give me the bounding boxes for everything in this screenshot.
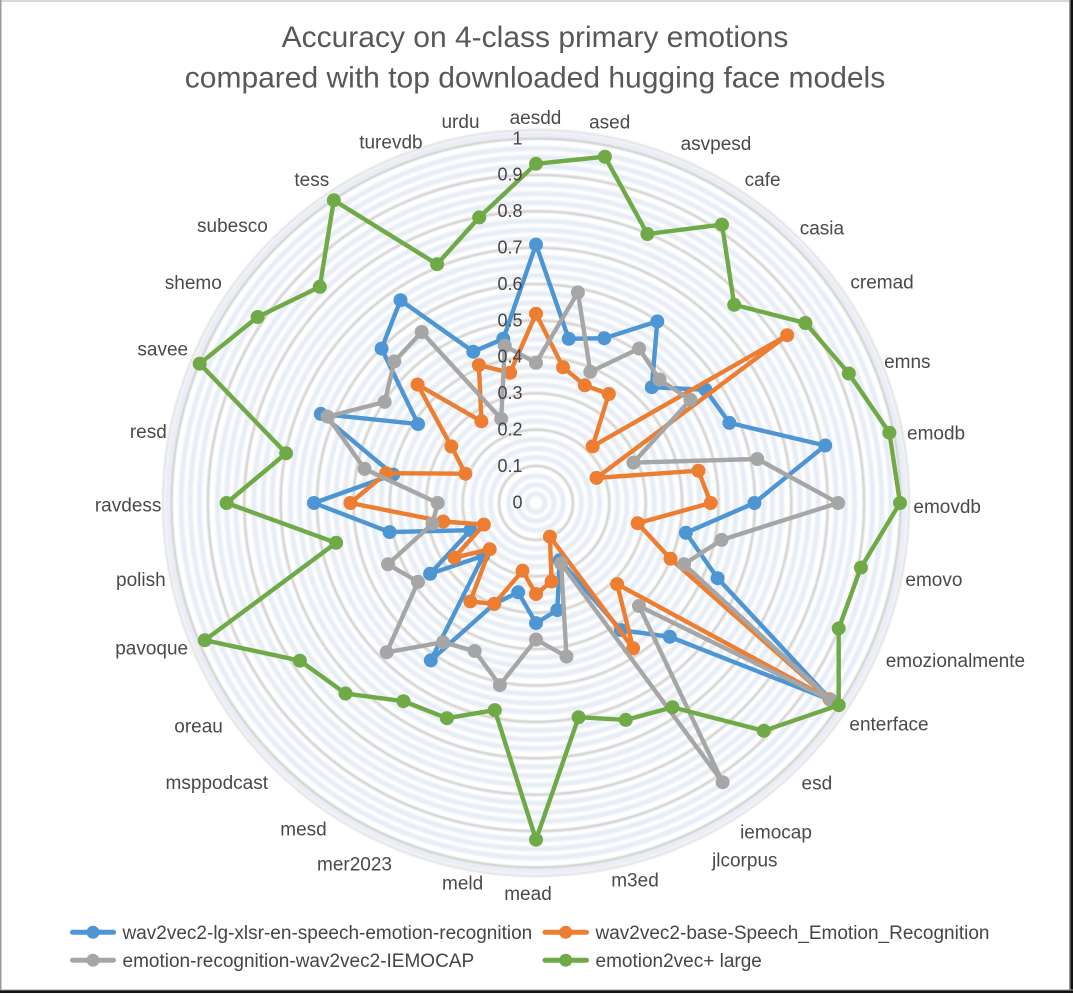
svg-text:shemo: shemo	[165, 273, 222, 294]
svg-text:oreau: oreau	[174, 716, 223, 737]
svg-text:Accuracy on 4-class primary em: Accuracy on 4-class primary emotions	[282, 21, 789, 54]
svg-text:m3ed: m3ed	[611, 871, 659, 892]
svg-text:compared with top downloaded h: compared with top downloaded hugging fac…	[185, 62, 885, 95]
svg-text:0.2: 0.2	[497, 420, 522, 440]
svg-text:urdu: urdu	[441, 112, 479, 133]
svg-text:esd: esd	[802, 773, 833, 794]
svg-text:enterface: enterface	[849, 714, 928, 735]
svg-text:0.4: 0.4	[497, 347, 522, 367]
svg-text:emovdb: emovdb	[913, 497, 981, 518]
svg-text:0: 0	[512, 492, 522, 512]
svg-text:pavoque: pavoque	[115, 638, 188, 659]
svg-text:0.6: 0.6	[497, 274, 522, 294]
svg-text:mer2023: mer2023	[317, 855, 392, 876]
svg-text:subesco: subesco	[197, 216, 268, 237]
svg-text:mesd: mesd	[280, 820, 326, 841]
svg-text:aesdd: aesdd	[510, 108, 562, 129]
svg-text:savee: savee	[137, 339, 188, 360]
svg-text:emovo: emovo	[905, 570, 962, 591]
svg-text:polish: polish	[116, 570, 166, 591]
svg-text:emotion-recognition-wav2vec2-I: emotion-recognition-wav2vec2-IEMOCAP	[123, 951, 475, 972]
svg-text:msppodcast: msppodcast	[166, 773, 269, 794]
svg-text:emns: emns	[884, 352, 930, 373]
svg-text:resd: resd	[130, 422, 167, 443]
svg-text:wav2vec2-base-Speech_Emotion_R: wav2vec2-base-Speech_Emotion_Recognition	[595, 923, 990, 944]
svg-text:emozionalmente: emozionalmente	[886, 651, 1025, 672]
svg-text:0.9: 0.9	[497, 165, 522, 185]
svg-text:iemocap: iemocap	[740, 823, 812, 844]
svg-text:tess: tess	[294, 170, 329, 191]
svg-text:1: 1	[512, 128, 522, 148]
svg-text:mead: mead	[504, 884, 552, 905]
svg-text:0.1: 0.1	[497, 456, 522, 476]
svg-text:meld: meld	[442, 873, 483, 894]
svg-text:cafe: cafe	[745, 170, 781, 191]
svg-text:jlcorpus: jlcorpus	[711, 850, 777, 871]
svg-text:wav2vec2-lg-xlsr-en-speech-emo: wav2vec2-lg-xlsr-en-speech-emotion-recog…	[122, 923, 533, 944]
svg-text:casia: casia	[800, 219, 845, 240]
svg-text:cremad: cremad	[850, 273, 913, 294]
svg-text:emotion2vec+ large: emotion2vec+ large	[596, 951, 762, 972]
svg-text:turevdb: turevdb	[359, 133, 422, 154]
svg-text:ravdess: ravdess	[95, 496, 162, 517]
svg-text:asvpesd: asvpesd	[681, 134, 752, 155]
svg-text:emodb: emodb	[907, 423, 965, 444]
svg-text:0.3: 0.3	[497, 383, 522, 403]
svg-text:0.7: 0.7	[497, 238, 522, 258]
svg-text:ased: ased	[589, 113, 630, 134]
svg-text:0.5: 0.5	[497, 310, 522, 330]
svg-text:0.8: 0.8	[497, 201, 522, 221]
